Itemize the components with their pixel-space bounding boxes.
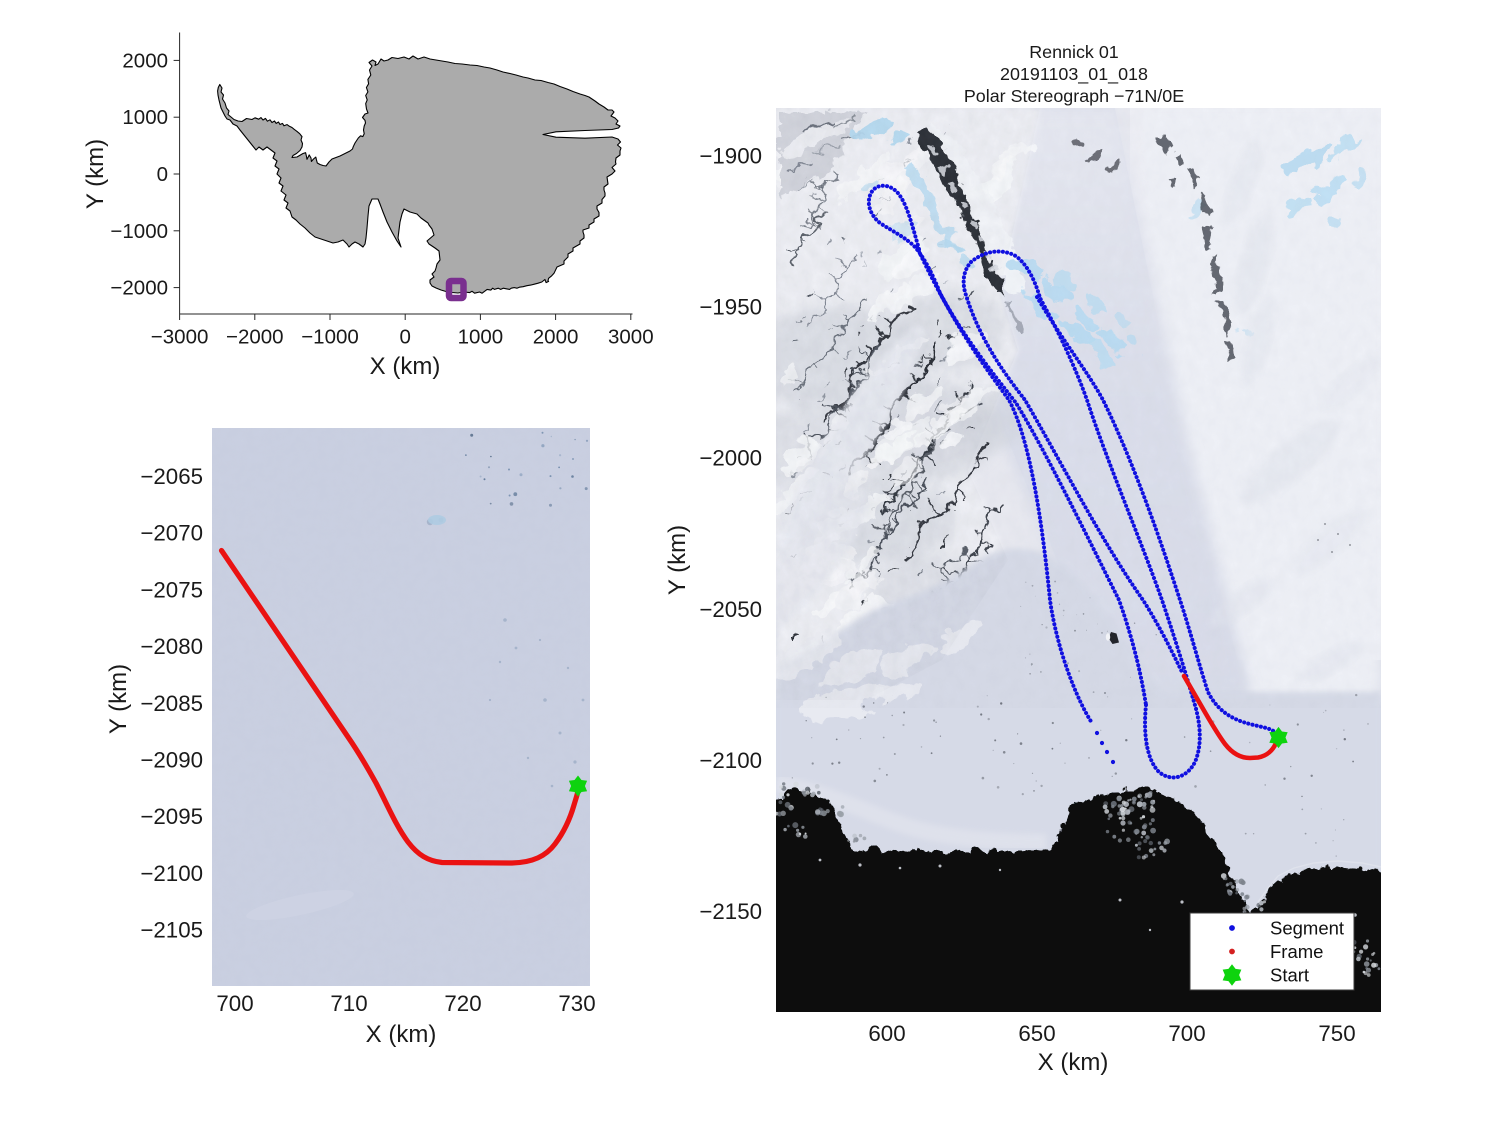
svg-text:0: 0 <box>157 163 168 186</box>
svg-text:600: 600 <box>868 1021 905 1046</box>
svg-text:−1950: −1950 <box>699 295 762 320</box>
svg-text:700: 700 <box>216 991 253 1016</box>
svg-text:−2080: −2080 <box>140 634 203 659</box>
svg-text:720: 720 <box>444 991 481 1016</box>
svg-text:−2075: −2075 <box>140 577 203 602</box>
svg-text:650: 650 <box>1018 1021 1055 1046</box>
svg-text:2000: 2000 <box>533 326 579 349</box>
svg-text:2000: 2000 <box>122 49 168 72</box>
svg-text:−2095: −2095 <box>140 804 203 829</box>
svg-text:−3000: −3000 <box>151 326 209 349</box>
svg-text:−2000: −2000 <box>110 277 168 300</box>
svg-text:X (km): X (km) <box>366 1021 437 1048</box>
svg-text:Segment: Segment <box>1270 918 1344 939</box>
svg-text:−2100: −2100 <box>699 748 762 773</box>
svg-text:Polar Stereograph −71N/0E: Polar Stereograph −71N/0E <box>964 86 1184 106</box>
svg-text:X (km): X (km) <box>1038 1049 1109 1076</box>
svg-text:710: 710 <box>330 991 367 1016</box>
svg-text:Y (km): Y (km) <box>664 525 691 595</box>
svg-text:Frame: Frame <box>1270 941 1323 962</box>
svg-text:20191103_01_018: 20191103_01_018 <box>1000 64 1148 85</box>
svg-text:0: 0 <box>399 326 410 349</box>
svg-text:Start: Start <box>1270 965 1309 986</box>
svg-text:−1900: −1900 <box>699 144 762 169</box>
svg-text:−1000: −1000 <box>110 220 168 243</box>
svg-text:730: 730 <box>558 991 595 1016</box>
svg-text:−2050: −2050 <box>699 597 762 622</box>
svg-text:1000: 1000 <box>458 326 504 349</box>
svg-text:Rennick 01: Rennick 01 <box>1029 42 1119 62</box>
svg-text:−1000: −1000 <box>301 326 359 349</box>
svg-text:−2150: −2150 <box>699 899 762 924</box>
svg-text:−2000: −2000 <box>226 326 284 349</box>
svg-text:X (km): X (km) <box>370 353 441 380</box>
svg-text:−2065: −2065 <box>140 464 203 489</box>
svg-text:Y (km): Y (km) <box>105 664 132 734</box>
svg-text:1000: 1000 <box>122 106 168 129</box>
svg-text:−2070: −2070 <box>140 521 203 546</box>
svg-text:−2000: −2000 <box>699 446 762 471</box>
svg-text:−2090: −2090 <box>140 748 203 773</box>
svg-text:−2100: −2100 <box>140 861 203 886</box>
svg-text:3000: 3000 <box>608 326 654 349</box>
svg-text:−2085: −2085 <box>140 691 203 716</box>
svg-text:700: 700 <box>1168 1021 1205 1046</box>
svg-text:750: 750 <box>1318 1021 1355 1046</box>
svg-text:Y (km): Y (km) <box>82 139 109 209</box>
svg-text:−2105: −2105 <box>140 918 203 943</box>
